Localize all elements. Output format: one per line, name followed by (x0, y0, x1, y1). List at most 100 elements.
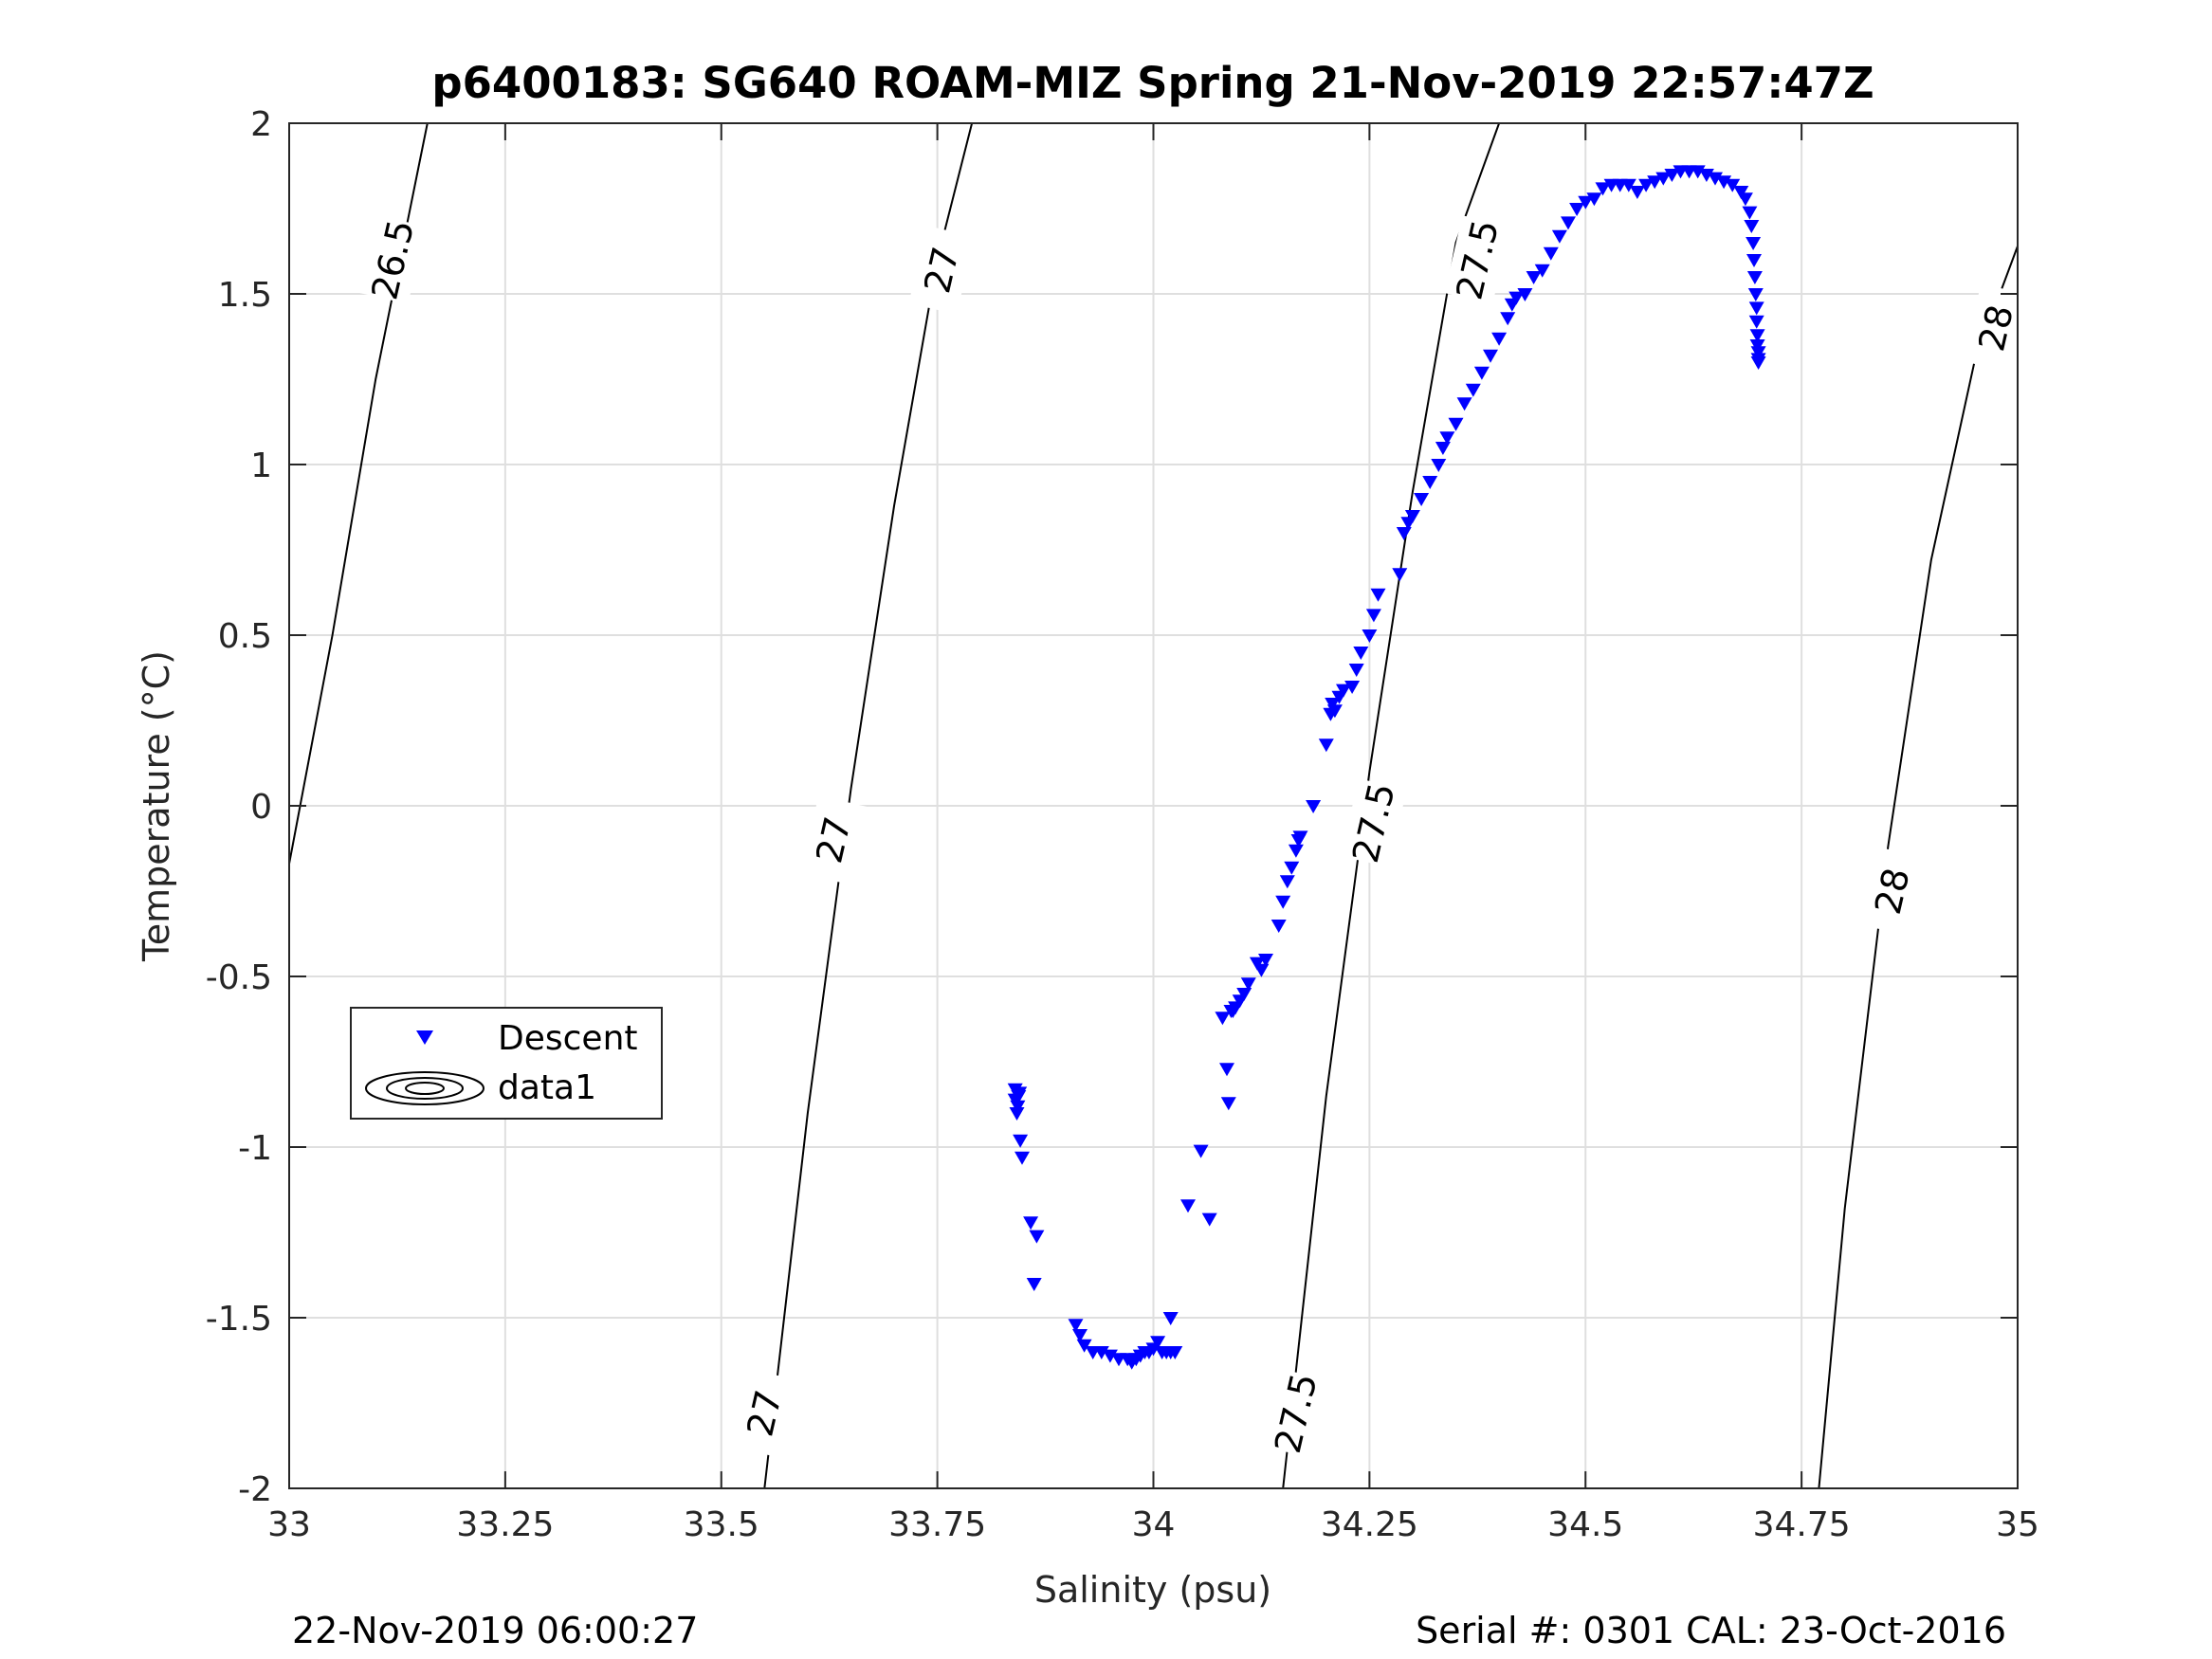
footer-serial-cal: Serial #: 0301 CAL: 23-Oct-2016 (1416, 1610, 2006, 1651)
descent-point (1690, 165, 1706, 179)
descent-point (1279, 875, 1295, 889)
contour-label-bg (1341, 778, 1407, 867)
descent-point (1750, 356, 1766, 370)
descent-point (1748, 301, 1764, 316)
descent-point (1500, 312, 1516, 326)
descent-point (1638, 178, 1654, 192)
descent-point (1284, 861, 1300, 875)
descent-point (1102, 1349, 1118, 1363)
descent-point (1353, 647, 1369, 660)
descent-point (1647, 175, 1663, 190)
descent-point (1439, 431, 1455, 446)
contour-label-bg (359, 215, 427, 304)
descent-point (1725, 178, 1741, 192)
descent-point (1620, 178, 1636, 192)
descent-point (1396, 527, 1412, 540)
descent-point (1422, 476, 1438, 489)
legend-descent-marker (416, 1030, 433, 1045)
descent-point (1023, 1216, 1039, 1231)
descent-point (1586, 192, 1602, 207)
descent-point (1561, 216, 1576, 230)
descent-point (1708, 172, 1723, 186)
contour-label: 27.5 (1263, 1369, 1329, 1458)
y-tick-label: -1 (238, 1129, 272, 1168)
descent-point (1219, 1063, 1234, 1077)
descent-point (1306, 800, 1322, 813)
y-tick-label: -1.5 (206, 1300, 272, 1339)
descent-point (1015, 1151, 1030, 1165)
descent-point (1162, 1312, 1179, 1325)
descent-point (1491, 332, 1508, 346)
descent-point (1448, 417, 1464, 431)
descent-point (1275, 895, 1291, 909)
descent-point (1365, 609, 1381, 623)
descent-point (1325, 698, 1341, 711)
contour-label: 27.5 (1341, 778, 1407, 867)
descent-point (1249, 957, 1265, 971)
descent-point (1193, 1144, 1209, 1158)
contour-label: 27 (908, 226, 975, 315)
descent-point (1258, 954, 1273, 967)
descent-point (1010, 1100, 1026, 1114)
x-tick-label: 35 (1996, 1505, 2039, 1544)
descent-point (1253, 963, 1270, 977)
y-tick-label: 0 (250, 788, 272, 827)
x-tick-label: 33 (267, 1505, 311, 1544)
x-axis-label: Salinity (psu) (1034, 1569, 1271, 1611)
descent-points (1007, 165, 1766, 1370)
contour-label-bg (1859, 847, 1926, 936)
descent-point (1551, 229, 1567, 244)
contour-label-text: 27 (916, 243, 967, 297)
descent-point (1748, 315, 1764, 329)
contour-label: 27 (731, 1369, 798, 1458)
grid-lines (288, 122, 2019, 1489)
contour-label-text: 28 (1970, 301, 2021, 355)
contour-label-bg (800, 795, 867, 884)
descent-point (1431, 459, 1447, 472)
descent-point (1655, 172, 1672, 186)
descent-point (1326, 704, 1343, 719)
legend: Descent data1 (350, 1007, 663, 1120)
descent-point (1526, 271, 1542, 284)
descent-point (1180, 1199, 1196, 1213)
descent-point (1029, 1230, 1045, 1244)
descent-point (1508, 291, 1525, 305)
y-tick-label: 0.5 (218, 617, 272, 656)
contour-label-text: 27.5 (1344, 779, 1403, 866)
contour-labels: 26.5 27 27 27 27.5 27.5 27.5 28 28 (359, 215, 2029, 1458)
descent-point (1744, 220, 1760, 233)
descent-point (1076, 1339, 1092, 1353)
contour-label-text: 27.5 (1448, 216, 1507, 303)
descent-point (1473, 366, 1490, 380)
legend-box (350, 1007, 663, 1120)
descent-point (1220, 1097, 1236, 1111)
descent-point (1009, 1107, 1025, 1121)
descent-point (1026, 1278, 1042, 1291)
descent-point (1236, 988, 1252, 1001)
x-tick-label: 33.75 (888, 1505, 986, 1544)
descent-point (1392, 568, 1408, 582)
descent-point (1167, 1346, 1183, 1359)
x-tick-label: 33.5 (684, 1505, 759, 1544)
x-tick-label: 34 (1132, 1505, 1176, 1544)
legend-contour-icon (365, 1071, 484, 1105)
descent-point (1465, 383, 1481, 397)
y-tick-label: -2 (238, 1470, 272, 1509)
descent-point (1292, 830, 1308, 845)
contour-label-bg (1444, 215, 1511, 304)
descent-point (1150, 1336, 1166, 1350)
descent-point (1750, 346, 1766, 360)
descent-point (1664, 169, 1680, 182)
descent-point (1435, 442, 1451, 455)
contour-label: 28 (1859, 847, 1926, 936)
descent-point (1746, 254, 1762, 267)
descent-point (1370, 588, 1386, 602)
descent-point (1569, 203, 1585, 216)
descent-point (1013, 1134, 1029, 1148)
y-tick-label: 2 (250, 105, 272, 144)
descent-point (1746, 237, 1762, 250)
y-tick-label: 1 (250, 447, 272, 485)
contour-label-text: 27 (739, 1386, 790, 1440)
descent-point (1404, 510, 1420, 523)
